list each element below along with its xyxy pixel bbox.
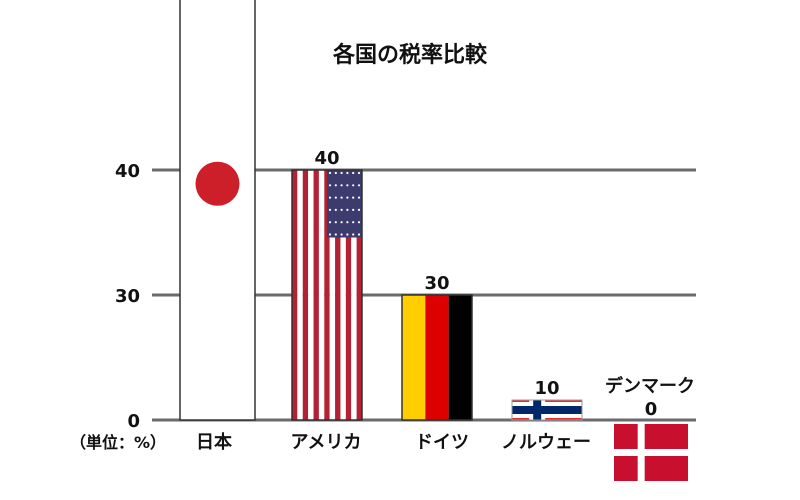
value-label: 0 — [645, 399, 658, 420]
japan-sun-circle — [195, 161, 240, 206]
y-tick-label: 40 — [115, 161, 140, 182]
bar-flag-japan — [179, 0, 256, 421]
category-label: ドイツ — [415, 432, 469, 453]
bar-flag-germany — [401, 294, 473, 421]
chart-title: 各国の税率比較 — [332, 42, 488, 68]
bar-flag-usa — [291, 169, 363, 421]
value-label: 10 — [534, 378, 559, 399]
value-label: 30 — [424, 273, 449, 294]
bars-layer — [179, 0, 688, 481]
category-label: アメリカ — [290, 432, 361, 453]
unit-label: （単位：%） — [70, 433, 166, 452]
y-tick-label: 0 — [127, 411, 140, 432]
bar-flag-denmark — [614, 424, 688, 481]
text-layer: 各国の税率比較 （単位：%） 4030055日本40アメリカ30ドイツ10ノルウ… — [70, 42, 695, 453]
y-tick-label: 30 — [115, 286, 140, 307]
bar-flag-norway — [511, 399, 583, 421]
category-label: デンマーク — [605, 375, 695, 397]
value-label: 40 — [314, 148, 339, 169]
category-label: 日本 — [196, 431, 232, 453]
category-label: ノルウェー — [501, 432, 591, 453]
